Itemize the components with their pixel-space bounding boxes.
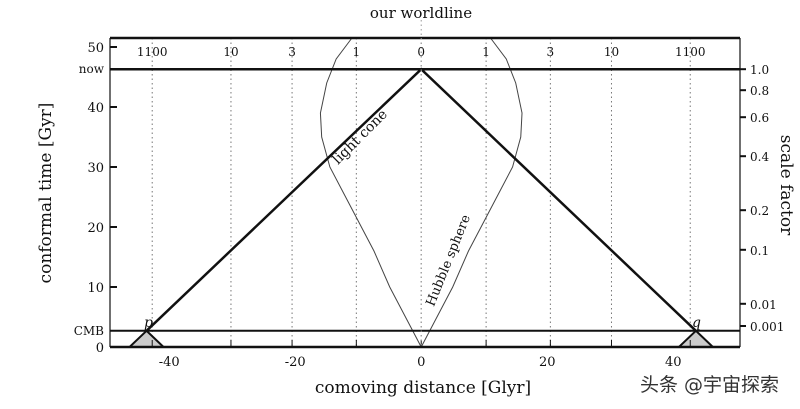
scale-factor-label: 0.2 xyxy=(750,204,769,218)
scale-factor-label: 1.0 xyxy=(750,63,769,77)
redshift-label: 1100 xyxy=(137,45,168,59)
x-tick-label: 40 xyxy=(665,355,682,370)
p-label: p xyxy=(144,315,153,331)
redshift-label: 0 xyxy=(417,45,425,59)
redshift-label: 10 xyxy=(604,45,619,59)
light-cone xyxy=(145,67,697,332)
redshift-label: 1 xyxy=(482,45,490,59)
x-tick-label: -40 xyxy=(159,355,180,370)
y-tick-label: 50 xyxy=(87,41,104,56)
x-tick-label: 0 xyxy=(417,355,425,370)
light-cone-label: light cone xyxy=(330,107,391,168)
y-axis-right-label: scale factor xyxy=(776,135,796,236)
redshift-label: 1100 xyxy=(675,45,706,59)
scale-factor-label: 0.1 xyxy=(750,244,769,258)
q-label: q xyxy=(692,315,701,331)
redshift-label: 10 xyxy=(223,45,238,59)
scale-factor-label: 0.4 xyxy=(750,150,769,164)
y-tick-label: 30 xyxy=(87,161,104,176)
scale-factor-label: 0.001 xyxy=(750,320,784,334)
scale-factor-label: 0.6 xyxy=(750,111,769,125)
x-tick-label: -20 xyxy=(285,355,306,370)
scale-factor-label: 0.8 xyxy=(750,84,769,98)
redshift-label: 1 xyxy=(353,45,361,59)
diagram-title: our worldline xyxy=(370,4,472,22)
x-tick-label: 20 xyxy=(539,355,556,370)
scale-factor-label: 0.01 xyxy=(750,298,777,312)
y-axis-left-label: conformal time [Gyr] xyxy=(36,103,56,284)
y-tick-label: 10 xyxy=(87,281,104,296)
redshift-label: 3 xyxy=(547,45,555,59)
y-special-label: now xyxy=(79,62,105,76)
x-axis-label: comoving distance [Glyr] xyxy=(315,378,531,398)
q-past-cone xyxy=(676,329,716,348)
watermark: 头条 @宇宙探索 xyxy=(640,374,780,396)
y-special-label: CMB xyxy=(74,324,104,338)
p-past-cone xyxy=(127,329,167,348)
y-tick-label: 40 xyxy=(87,101,104,116)
redshift-label: 3 xyxy=(288,45,296,59)
y-tick-label: 20 xyxy=(87,221,104,236)
y-tick-label: 0 xyxy=(96,341,104,356)
